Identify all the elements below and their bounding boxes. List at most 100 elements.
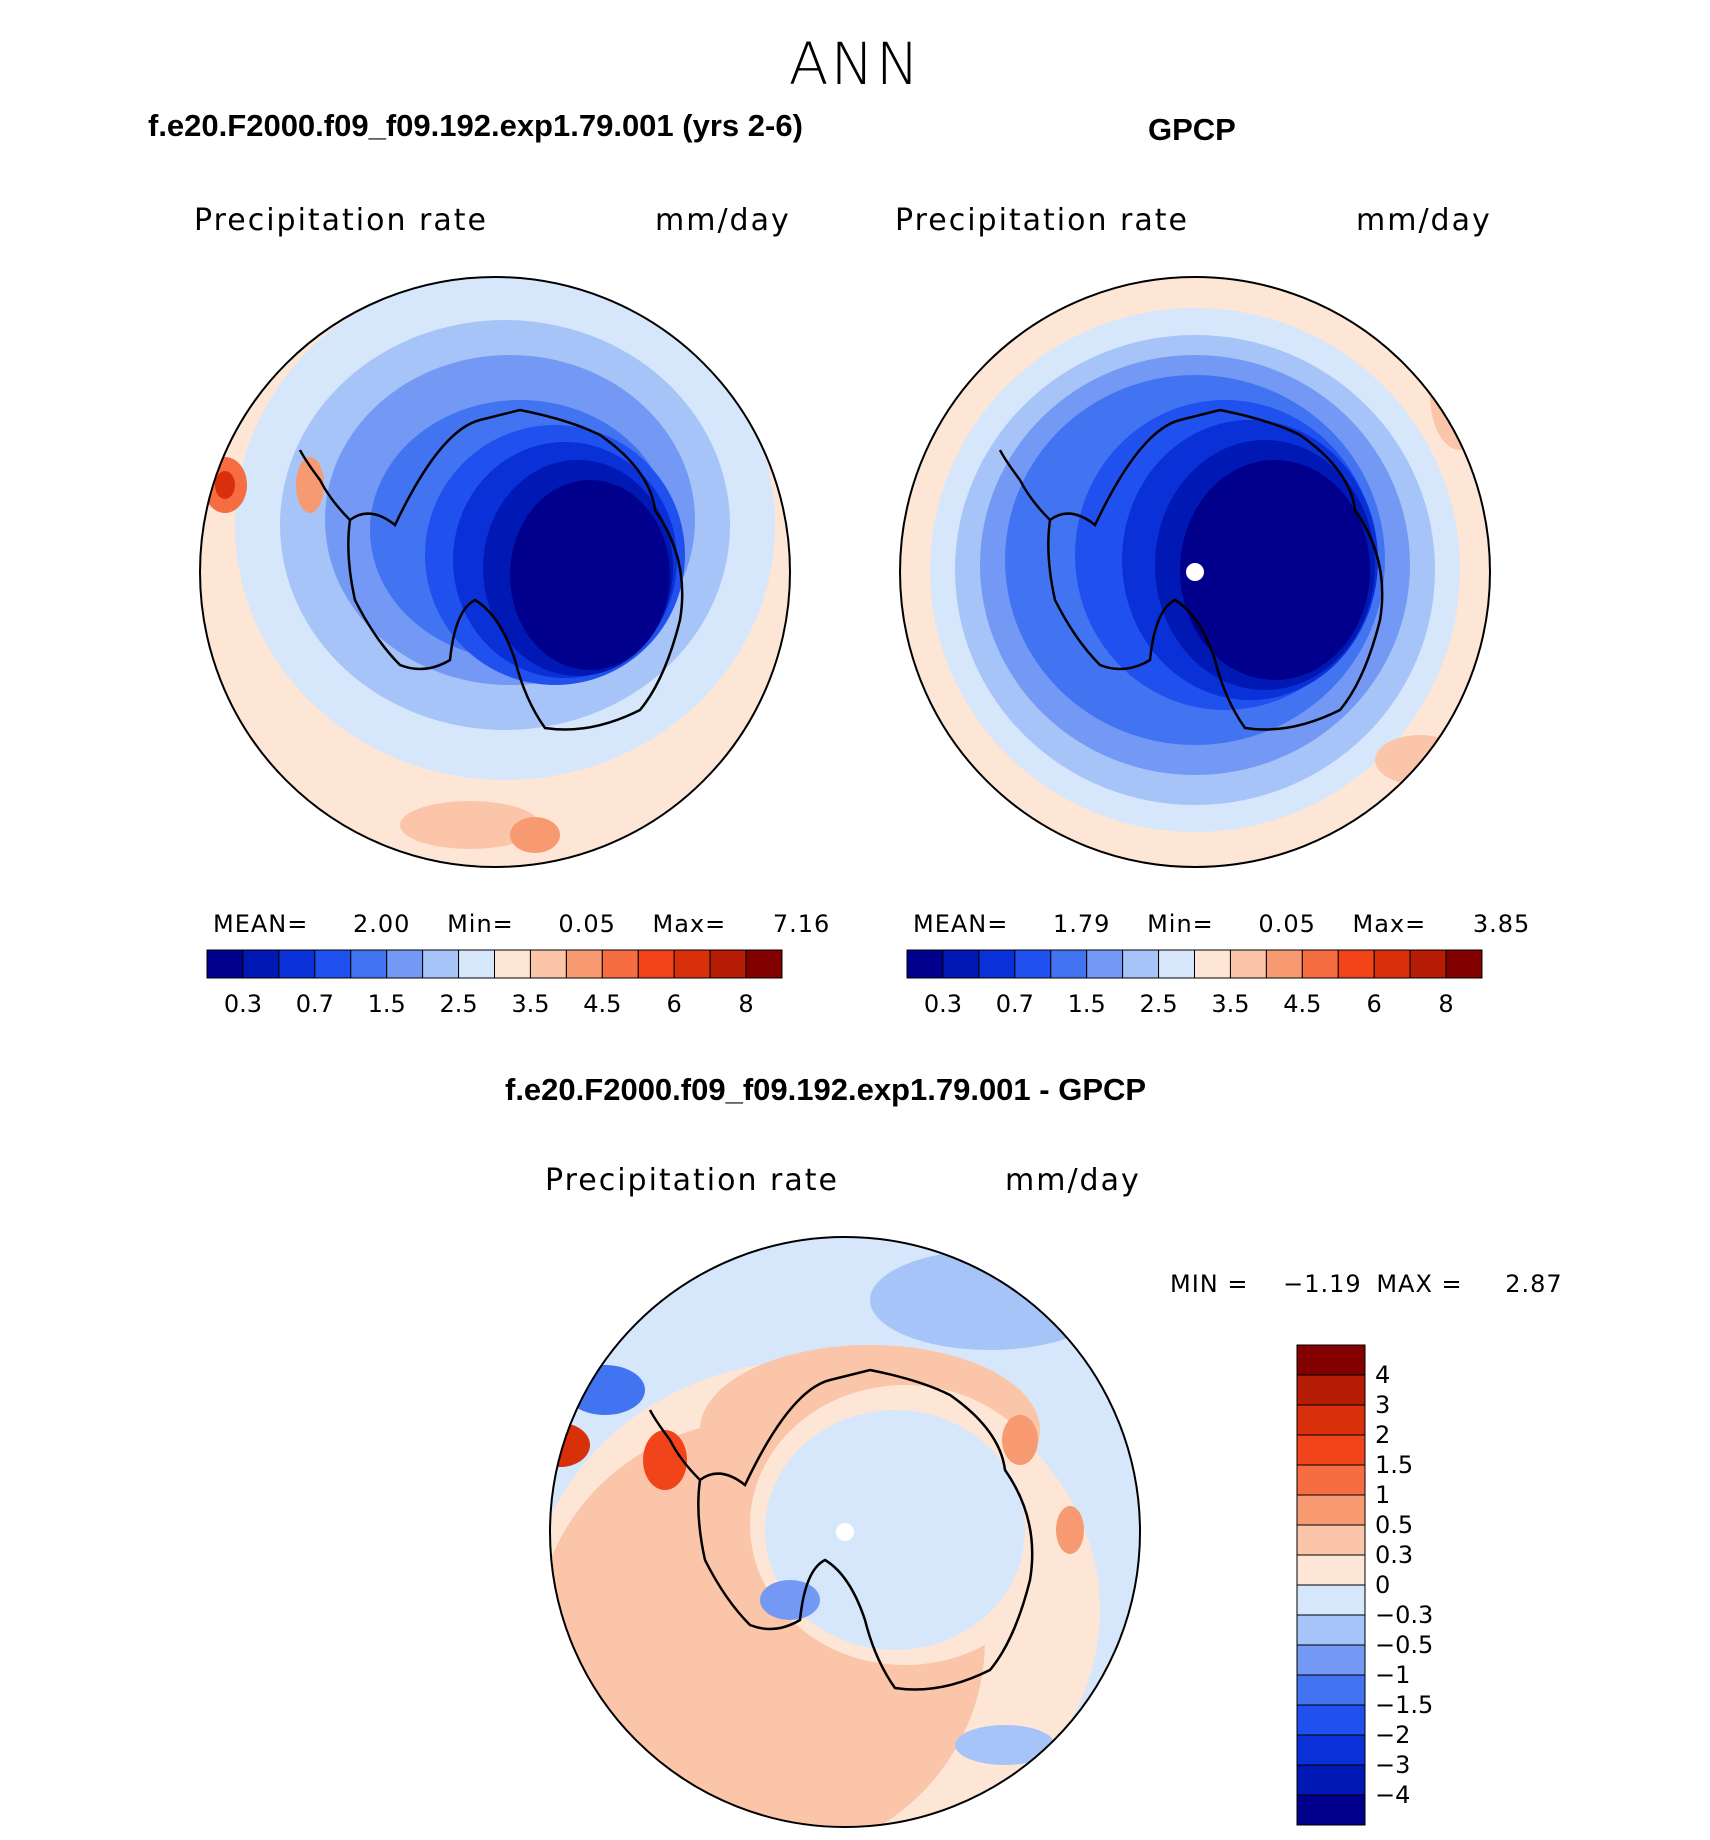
obs-coastline: [1047, 408, 1384, 731]
obs-colorbar-swatch: [1229, 949, 1267, 979]
obs-min-label: Min=: [1147, 910, 1214, 938]
model-colorbar-tick-label: 0.3: [223, 990, 263, 1018]
obs-colorbar-tick-label: 0.7: [995, 990, 1034, 1018]
model-colorbar-tick-label: 3.5: [511, 990, 550, 1018]
obs-colorbar-swatch: [1265, 949, 1303, 979]
diff-colorbar-tick-label: 2: [1375, 1421, 1391, 1449]
obs-colorbar-swatch: [1014, 949, 1052, 979]
obs-map-border: [899, 276, 1491, 868]
model-colorbar-swatch: [386, 949, 424, 979]
model-colorbar-tick-label: 1.5: [367, 990, 406, 1018]
obs-max-label: Max=: [1352, 910, 1427, 938]
model-field-label: Precipitation rate: [194, 203, 488, 238]
model-mean-value: 2.00: [353, 910, 411, 938]
model-colorbar-swatch: [601, 949, 639, 979]
diff-colorbar-swatch: [1296, 1344, 1366, 1376]
model-coastline: [347, 408, 684, 731]
diff-colorbar-swatch: [1296, 1404, 1366, 1436]
obs-colorbar-swatch: [1445, 949, 1483, 979]
model-colorbar-swatch: [458, 949, 495, 979]
obs-colorbar-swatch: [1337, 949, 1375, 979]
diff-colorbar-tick-label: 4: [1375, 1361, 1391, 1389]
model-colorbar-tick-label: 4.5: [583, 990, 622, 1018]
diff-max-value: 2.87: [1505, 1270, 1563, 1298]
diff-colorbar-tick-label: −0.5: [1375, 1631, 1434, 1659]
obs-colorbar-swatch: [942, 949, 980, 979]
model-colorbar-swatch: [242, 949, 280, 979]
diff-colorbar-swatch: [1296, 1524, 1366, 1556]
model-colorbar-swatch: [314, 949, 352, 979]
diff-colorbar-tick-label: −1.5: [1375, 1691, 1434, 1719]
model-max-label: Max=: [652, 910, 727, 938]
diff-colorbar-swatch: [1296, 1764, 1366, 1796]
model-colorbar: [206, 949, 783, 979]
diff-colorbar-tick-label: −3: [1375, 1751, 1411, 1779]
diff-colorbar-swatch: [1296, 1374, 1366, 1406]
diff-max-label: MAX =: [1376, 1270, 1463, 1298]
obs-colorbar-swatch: [1194, 949, 1231, 979]
obs-pole-hole: [1186, 563, 1204, 581]
diff-colorbar-swatch: [1296, 1584, 1366, 1616]
diff-minmax: MIN = −1.19 MAX = 2.87: [1170, 1270, 1563, 1298]
model-colorbar-tick-label: 8: [738, 990, 754, 1018]
diff-colorbar-tick-label: −0.3: [1375, 1601, 1434, 1629]
diff-min-value: −1.19: [1283, 1270, 1362, 1298]
diff-polar-map: [550, 1237, 1140, 1827]
diff-colorbar-tick-label: −1: [1375, 1661, 1411, 1689]
diff-map-border: [549, 1236, 1141, 1828]
model-polar-map: [200, 277, 790, 867]
obs-colorbar-swatch: [1158, 949, 1195, 979]
model-colorbar-swatch: [673, 949, 711, 979]
diff-colorbar-tick-label: 0.5: [1375, 1511, 1414, 1539]
model-colorbar-swatch: [494, 949, 531, 979]
obs-colorbar-tick-label: 0.3: [923, 990, 963, 1018]
model-colorbar-swatch: [637, 949, 675, 979]
obs-colorbar-swatch: [1122, 949, 1160, 979]
obs-colorbar-swatch: [1373, 949, 1411, 979]
model-colorbar-swatch: [529, 949, 567, 979]
obs-colorbar-swatch: [1086, 949, 1124, 979]
diff-field-label: Precipitation rate: [545, 1163, 839, 1198]
diff-colorbar-tick-label: −2: [1375, 1721, 1411, 1749]
diff-colorbar-swatch: [1296, 1734, 1366, 1766]
obs-colorbar-swatch: [1301, 949, 1339, 979]
obs-mean-label: MEAN=: [913, 910, 1009, 938]
diff-colorbar-tick-label: 0.3: [1375, 1541, 1414, 1569]
obs-colorbar-tick-label: 4.5: [1283, 990, 1322, 1018]
diff-colorbar-tick-label: −4: [1375, 1781, 1411, 1809]
model-colorbar-swatch: [422, 949, 460, 979]
obs-colorbar-swatch: [1409, 949, 1447, 979]
model-map-border: [199, 276, 791, 868]
obs-colorbar-tick-label: 6: [1366, 990, 1382, 1018]
diff-units-label: mm/day: [1005, 1163, 1141, 1198]
diff-colorbar-swatch: [1296, 1434, 1366, 1466]
obs-colorbar-swatch: [978, 949, 1016, 979]
model-min-value: 0.05: [558, 910, 616, 938]
diff-colorbar-swatch: [1296, 1794, 1366, 1826]
model-units-label: mm/day: [655, 203, 791, 238]
model-colorbar-swatch: [565, 949, 603, 979]
diff-colorbar-swatch: [1296, 1644, 1366, 1676]
diff-colorbar-swatch: [1296, 1704, 1366, 1736]
obs-colorbar-tick-label: 2.5: [1139, 990, 1178, 1018]
model-colorbar-swatch: [745, 949, 783, 979]
diff-coastline: [697, 1368, 1034, 1691]
obs-min-value: 0.05: [1258, 910, 1316, 938]
model-mean-label: MEAN=: [213, 910, 309, 938]
model-panel-title: f.e20.F2000.f09_f09.192.exp1.79.001 (yrs…: [148, 108, 803, 143]
diff-min-label: MIN =: [1170, 1270, 1249, 1298]
obs-colorbar-swatch: [1050, 949, 1088, 979]
diff-colorbar-tick-label: 1.5: [1375, 1451, 1414, 1479]
diff-colorbar: [1296, 1344, 1366, 1826]
obs-units-label: mm/day: [1356, 203, 1492, 238]
obs-colorbar-swatch: [906, 949, 944, 979]
diff-colorbar-swatch: [1296, 1674, 1366, 1706]
model-max-value: 7.16: [772, 910, 831, 938]
model-colorbar-tick-label: 6: [666, 990, 682, 1018]
obs-colorbar-tick-label: 1.5: [1067, 990, 1106, 1018]
model-colorbar-swatch: [278, 949, 316, 979]
diff-colorbar-tick-label: 0: [1375, 1571, 1391, 1599]
obs-colorbar-tick-label: 8: [1438, 990, 1454, 1018]
diff-colorbar-swatch: [1296, 1614, 1366, 1646]
